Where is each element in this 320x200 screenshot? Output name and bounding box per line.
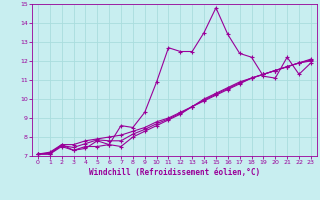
X-axis label: Windchill (Refroidissement éolien,°C): Windchill (Refroidissement éolien,°C): [89, 168, 260, 177]
